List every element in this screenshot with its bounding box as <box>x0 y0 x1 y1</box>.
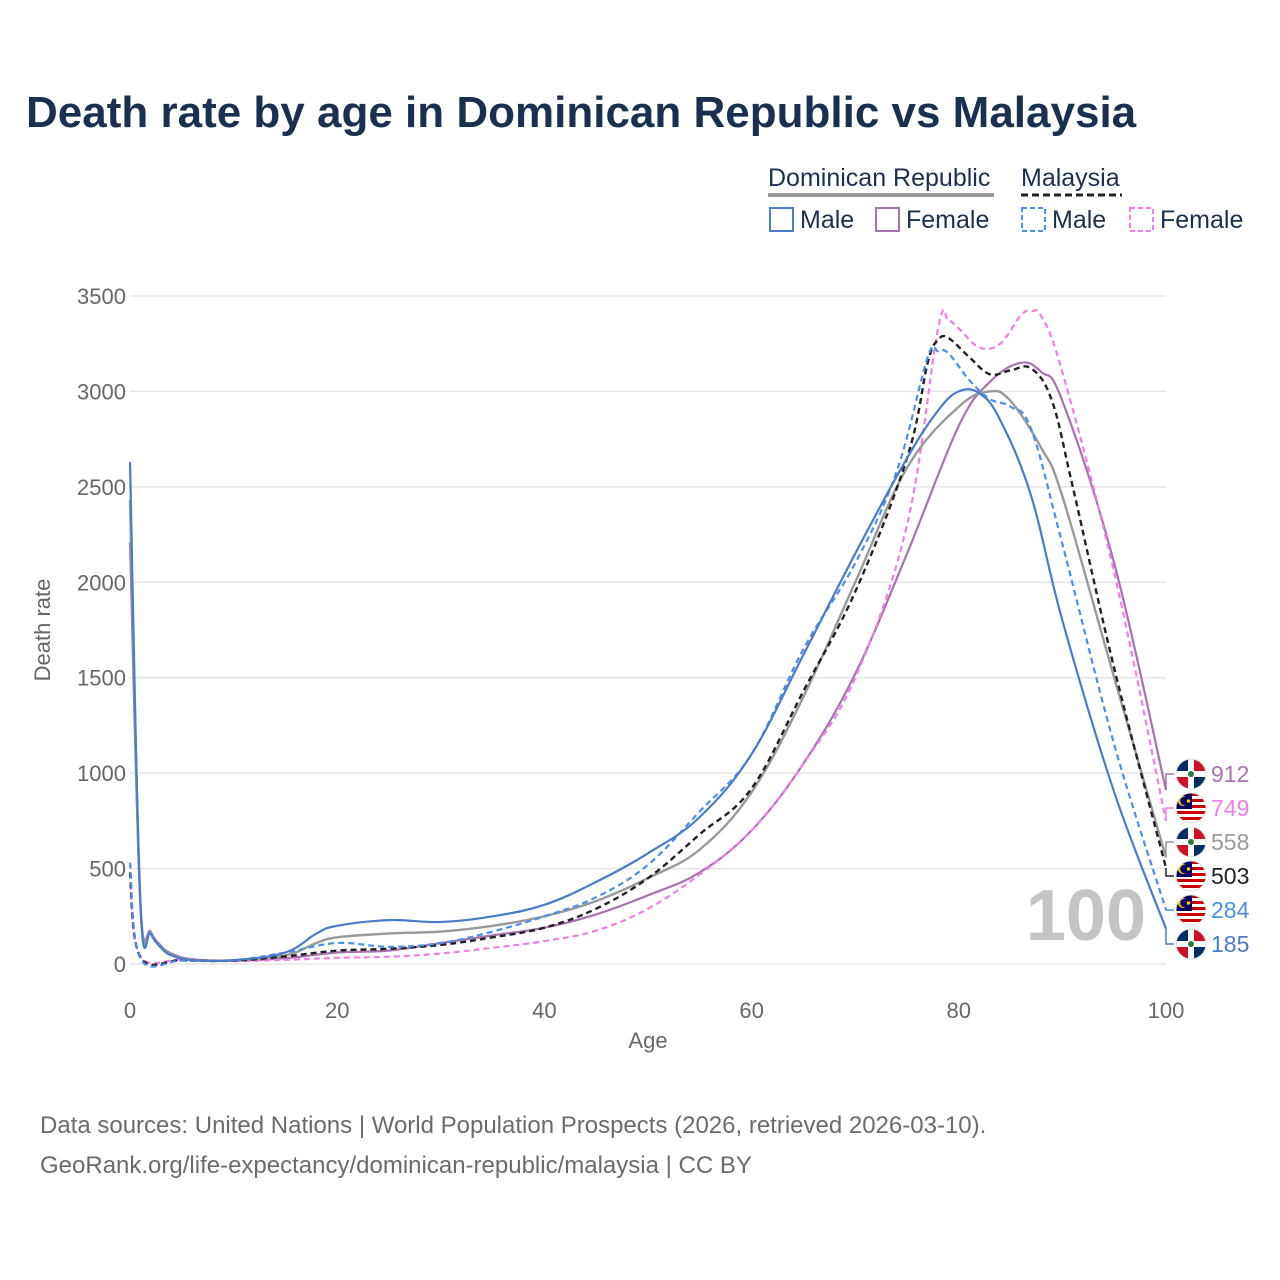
end-label-my-total: 503 <box>1165 860 1249 892</box>
legend-group-dominican-republic: Dominican Republic <box>768 164 990 192</box>
x-tick-40: 40 <box>532 998 556 1023</box>
series-line-my-male <box>128 344 1168 968</box>
x-tick-0: 0 <box>124 998 136 1023</box>
end-connector <box>1165 868 1174 877</box>
legend-group-malaysia: Malaysia <box>1021 164 1120 192</box>
x-tick-100: 100 <box>1148 998 1185 1023</box>
malaysia-flag-icon <box>1175 860 1207 892</box>
end-label-my-female: 749 <box>1165 792 1249 824</box>
legend-label-dr-male[interactable]: Male <box>800 206 854 234</box>
series-line-dr-male <box>128 388 1168 963</box>
y-tick-1500: 1500 <box>77 666 126 691</box>
legend-label-my-female[interactable]: Female <box>1160 206 1243 234</box>
y-tick-3500: 3500 <box>77 284 126 309</box>
y-axis-title: Death rate <box>30 579 55 682</box>
end-label-value: 284 <box>1211 897 1250 923</box>
series-line-my-female <box>128 309 1168 965</box>
x-tick-labels: 0 20 40 60 80 100 <box>124 998 1184 1023</box>
x-tick-80: 80 <box>947 998 971 1023</box>
end-labels: 912 749 558 503 284 185 <box>1165 758 1250 960</box>
y-tick-2500: 2500 <box>77 475 126 500</box>
y-tick-500: 500 <box>89 857 126 882</box>
y-tick-1000: 1000 <box>77 761 126 786</box>
series-line-dr-total <box>128 389 1168 962</box>
series-line-dr-female <box>128 361 1168 962</box>
end-connector <box>1165 841 1174 858</box>
end-label-dr-female: 912 <box>1165 758 1249 790</box>
legend-swatch-my-female[interactable] <box>1129 207 1154 232</box>
dominican-republic-flag-icon <box>1175 928 1207 960</box>
end-connector <box>1165 807 1174 821</box>
legend-swatch-dr-female[interactable] <box>875 207 900 232</box>
y-tick-labels: 0 500 1000 1500 2000 2500 3000 3500 <box>77 284 126 977</box>
end-label-value: 185 <box>1211 931 1249 957</box>
end-label-value: 749 <box>1211 795 1249 821</box>
y-tick-2000: 2000 <box>77 570 126 595</box>
dominican-republic-flag-icon <box>1175 758 1207 790</box>
malaysia-flag-icon <box>1175 792 1207 824</box>
end-label-dr-male: 185 <box>1165 928 1249 960</box>
legend-label-dr-female[interactable]: Female <box>906 206 989 234</box>
source-line-2[interactable]: GeoRank.org/life-expectancy/dominican-re… <box>40 1152 752 1179</box>
legend-swatch-my-male[interactable] <box>1021 207 1046 232</box>
end-label-value: 503 <box>1211 863 1249 889</box>
legend[interactable]: Dominican Republic Malaysia Male Female … <box>768 164 1243 234</box>
legend-label-my-male[interactable]: Male <box>1052 206 1106 234</box>
y-tick-0: 0 <box>114 952 126 977</box>
x-tick-60: 60 <box>739 998 763 1023</box>
end-connector <box>1165 773 1174 790</box>
series-lines <box>128 309 1168 968</box>
age-display: 100 <box>1026 876 1146 956</box>
end-label-value: 912 <box>1211 761 1249 787</box>
malaysia-flag-icon <box>1175 894 1207 926</box>
chart-title: Death rate by age in Dominican Republic … <box>26 88 1137 137</box>
end-label-value: 558 <box>1211 829 1249 855</box>
dominican-republic-flag-icon <box>1175 826 1207 858</box>
source-line-1: Data sources: United Nations | World Pop… <box>40 1112 987 1139</box>
grid-lines <box>130 295 1166 965</box>
legend-swatch-dr-male[interactable] <box>769 207 794 232</box>
y-tick-3000: 3000 <box>77 379 126 404</box>
end-label-dr-total: 558 <box>1165 826 1249 858</box>
end-connector <box>1165 928 1174 945</box>
end-label-my-male: 284 <box>1165 894 1250 926</box>
data-source: Data sources: United Nations | World Pop… <box>40 1106 986 1186</box>
x-tick-20: 20 <box>325 998 349 1023</box>
x-axis-title: Age <box>628 1028 667 1053</box>
series-line-my-total <box>128 334 1168 967</box>
